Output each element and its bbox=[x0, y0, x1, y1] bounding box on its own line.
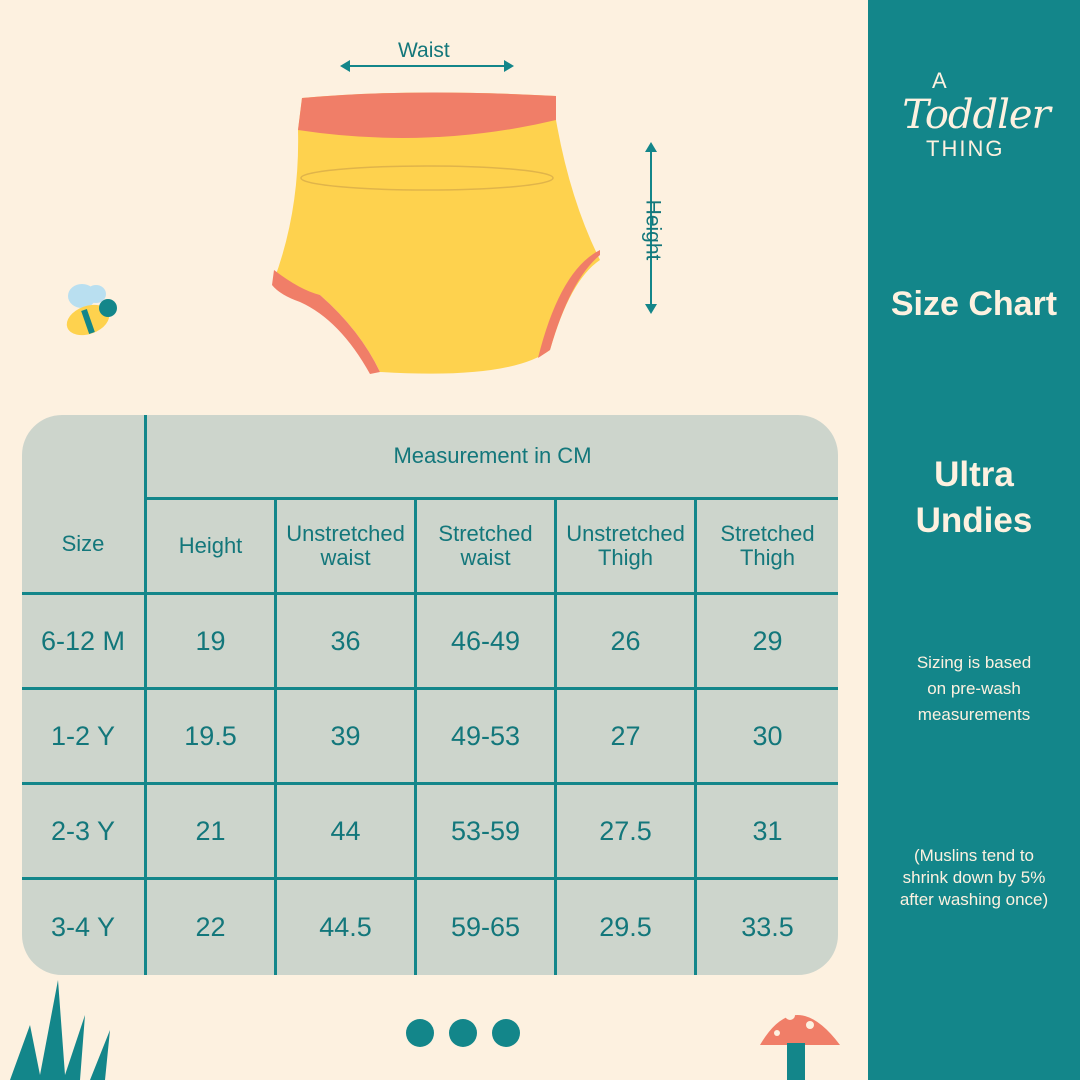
waist-label: Waist bbox=[398, 39, 450, 62]
logo-toddler: Toddler bbox=[902, 92, 1050, 138]
col-header: Unstretched Thigh bbox=[557, 500, 697, 595]
cell: 44.5 bbox=[277, 880, 417, 975]
cell: 59-65 bbox=[417, 880, 557, 975]
sizing-note: Sizing is based on pre-wash measurements bbox=[916, 653, 1032, 724]
size-chart-title: Size Chart bbox=[890, 285, 1058, 323]
pagination-dots bbox=[406, 1019, 520, 1047]
page-dot[interactable] bbox=[449, 1019, 477, 1047]
page-dot[interactable] bbox=[492, 1019, 520, 1047]
bee-icon bbox=[66, 284, 117, 336]
row-size: 6-12 M bbox=[22, 595, 147, 690]
cell: 19 bbox=[147, 595, 277, 690]
col-header: Stretched waist bbox=[417, 500, 557, 595]
cell: 21 bbox=[147, 785, 277, 880]
col-header: Stretched Thigh bbox=[697, 500, 838, 595]
logo-a: A bbox=[932, 68, 947, 93]
cell: 53-59 bbox=[417, 785, 557, 880]
shrink-note: (Muslins tend to shrink down by 5% after w… bbox=[899, 846, 1049, 909]
sidebar: A Toddler THING Size Chart Ultra Undies S… bbox=[868, 0, 1080, 1080]
cell: 49-53 bbox=[417, 690, 557, 785]
cell: 19.5 bbox=[147, 690, 277, 785]
waist-arrow-icon bbox=[340, 60, 514, 72]
cell: 31 bbox=[697, 785, 838, 880]
brand-logo: A Toddler THING bbox=[876, 70, 1076, 170]
col-header: Height bbox=[147, 500, 277, 595]
size-table: Size Measurement in CM Height Unstretche… bbox=[22, 415, 838, 975]
col-header: Unstretched waist bbox=[277, 500, 417, 595]
height-arrow-icon bbox=[645, 142, 657, 314]
size-header: Size bbox=[22, 415, 147, 595]
cell: 22 bbox=[147, 880, 277, 975]
mushroom-icon bbox=[760, 1010, 840, 1080]
height-label: Height bbox=[641, 199, 665, 261]
cell: 46-49 bbox=[417, 595, 557, 690]
cell: 26 bbox=[557, 595, 697, 690]
cell: 27 bbox=[557, 690, 697, 785]
cell: 30 bbox=[697, 690, 838, 785]
undies-illustration bbox=[272, 92, 600, 374]
row-size: 1-2 Y bbox=[22, 690, 147, 785]
product-name: Ultra Undies bbox=[915, 455, 1033, 540]
cell: 39 bbox=[277, 690, 417, 785]
cell: 44 bbox=[277, 785, 417, 880]
page-dot[interactable] bbox=[406, 1019, 434, 1047]
row-size: 3-4 Y bbox=[22, 880, 147, 975]
group-header: Measurement in CM bbox=[147, 415, 838, 500]
cell: 36 bbox=[277, 595, 417, 690]
cell: 27.5 bbox=[557, 785, 697, 880]
cell: 33.5 bbox=[741, 912, 794, 942]
grass-icon bbox=[10, 980, 110, 1080]
cell: 29.5 bbox=[557, 880, 697, 975]
cell: 29 bbox=[697, 595, 838, 690]
logo-thing: THING bbox=[926, 136, 1005, 161]
row-size: 2-3 Y bbox=[22, 785, 147, 880]
